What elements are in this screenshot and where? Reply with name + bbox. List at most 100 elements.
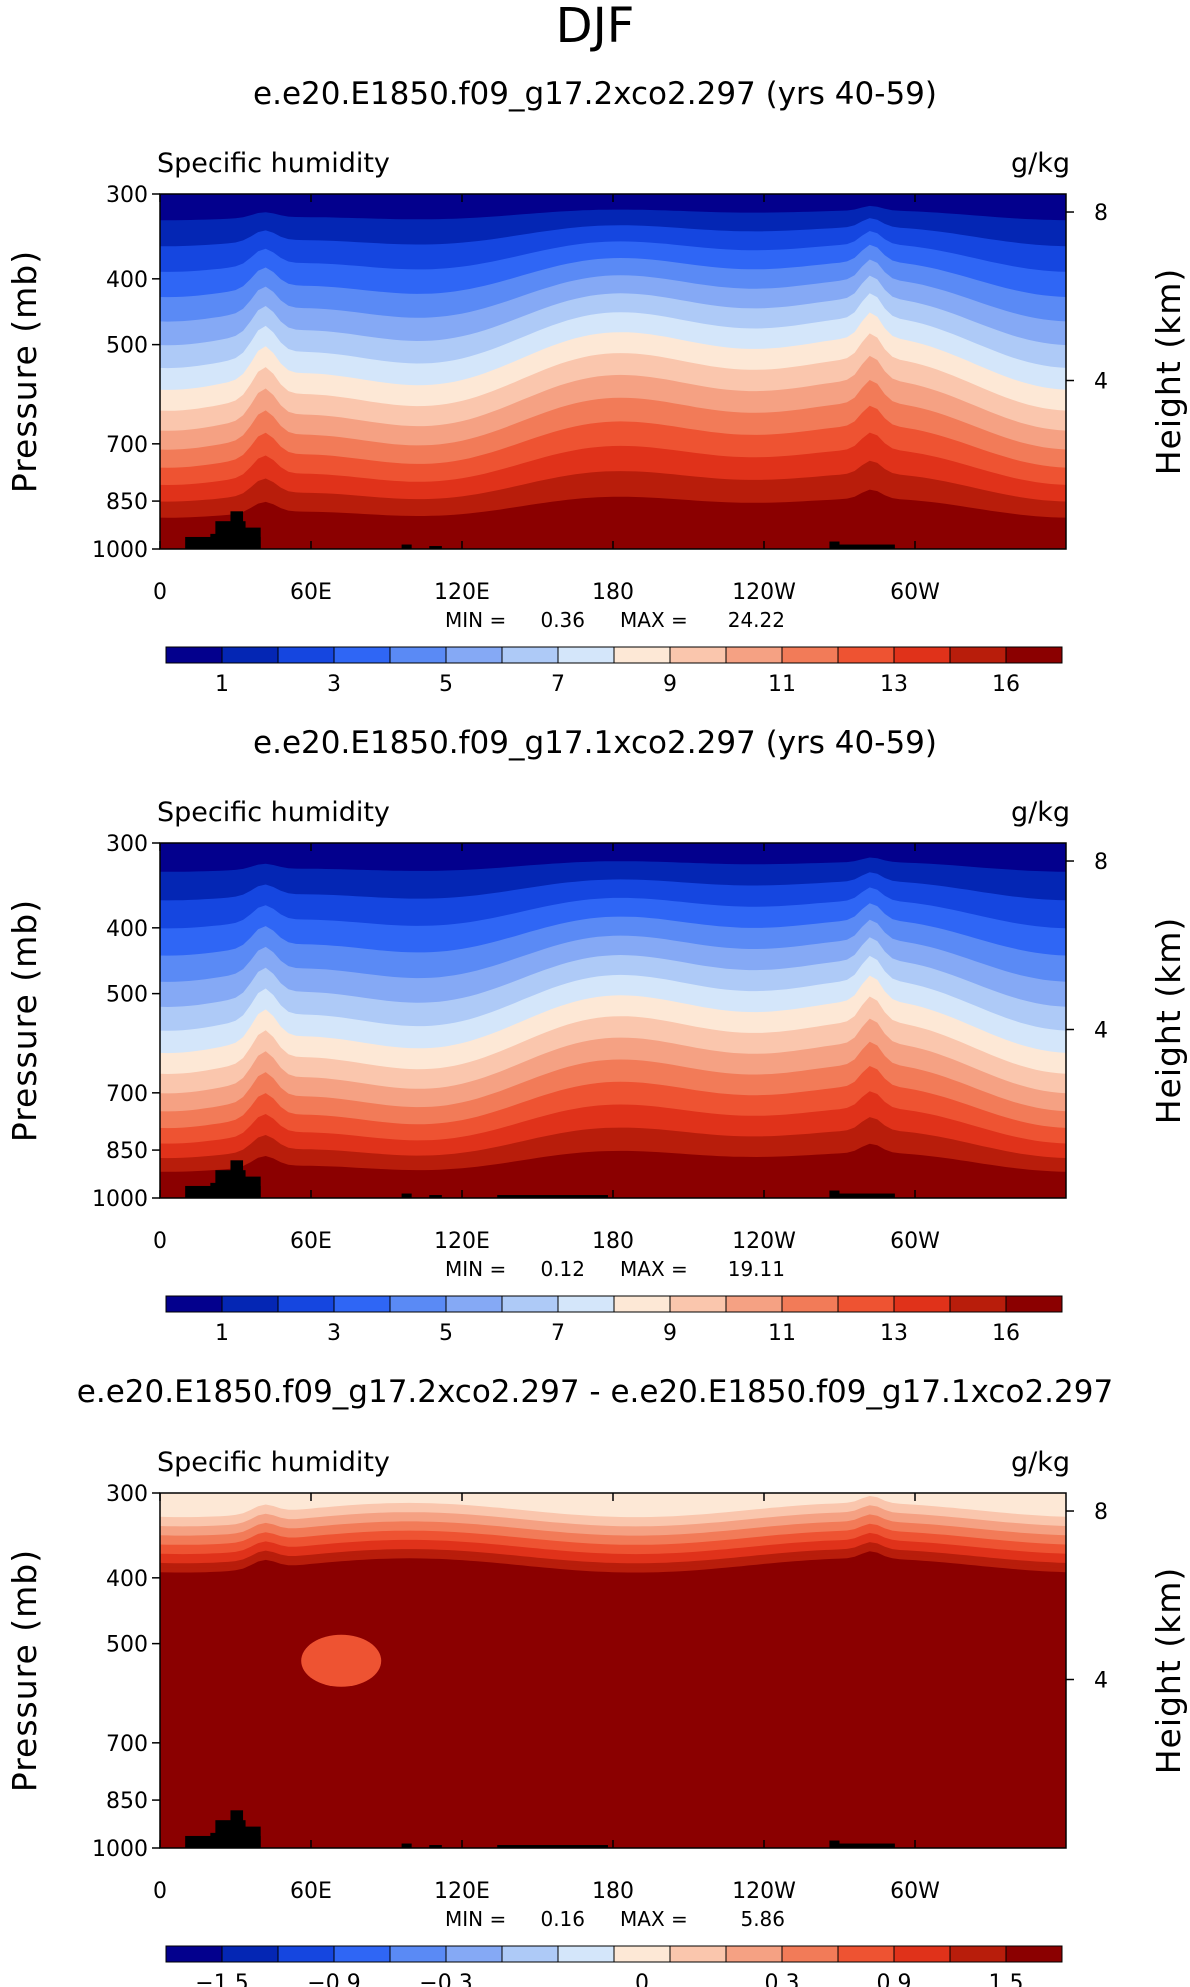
colorbar-swatch xyxy=(557,1295,615,1313)
contour-fill xyxy=(160,843,1066,1198)
topography-block xyxy=(230,1160,244,1198)
colorbar-swatch xyxy=(501,1295,559,1313)
y-tick-label: 500 xyxy=(106,983,148,1008)
colorbar-label: 5 xyxy=(439,1321,453,1346)
colorbar-swatch xyxy=(333,1945,391,1963)
colorbar-swatch xyxy=(221,1945,279,1963)
panel-title: e.e20.E1850.f09_g17.2xco2.297 - e.e20.E1… xyxy=(77,1374,1113,1410)
colorbar-swatch xyxy=(613,1295,671,1313)
x-tick-label: 0 xyxy=(153,1229,167,1254)
colorbar-swatch xyxy=(221,1295,279,1313)
topography-block xyxy=(210,1182,231,1198)
y-tick-label: 300 xyxy=(106,832,148,857)
topography-block xyxy=(243,527,261,549)
max-value: 19.11 xyxy=(728,1257,785,1281)
contour-fill xyxy=(160,194,1066,549)
colorbar-swatch xyxy=(669,1945,727,1963)
colorbar-swatch xyxy=(1005,646,1063,664)
x-tick-label: 120W xyxy=(732,1879,796,1904)
y-axis-title: Pressure (mb) xyxy=(5,899,44,1142)
x-tick-label: 60W xyxy=(890,1229,940,1254)
colorbar-label: 11 xyxy=(768,1321,796,1346)
topography-block xyxy=(210,1832,231,1848)
y-tick-label: 1000 xyxy=(92,538,148,563)
colorbar-label: 0.9 xyxy=(877,1971,912,1987)
colorbar-swatch xyxy=(725,646,783,664)
y-tick-label: 400 xyxy=(106,1567,148,1592)
topography-block xyxy=(401,1843,412,1848)
colorbar-label: 11 xyxy=(768,672,796,697)
colorbar-label: 5 xyxy=(439,672,453,697)
colorbar-swatch xyxy=(277,646,335,664)
topography-block xyxy=(839,544,895,549)
topography-block xyxy=(243,1176,261,1198)
colorbar: 1 3 5 7 9 11 13 16 xyxy=(165,1295,1063,1346)
topography-block xyxy=(497,1845,608,1848)
colorbar-swatch xyxy=(837,1945,895,1963)
units-label: g/kg xyxy=(1011,148,1070,179)
chart-panel-3: e.e20.E1850.f09_g17.2xco2.297 - e.e20.E1… xyxy=(5,1374,1188,1987)
colorbar-swatch xyxy=(557,646,615,664)
y2-axis-title: Height (km) xyxy=(1149,1567,1188,1775)
max-label: MAX = xyxy=(620,608,688,632)
panel-title: e.e20.E1850.f09_g17.1xco2.297 (yrs 40-59… xyxy=(253,725,937,761)
y2-tick-label: 8 xyxy=(1094,201,1108,226)
max-label: MAX = xyxy=(620,1907,688,1931)
colorbar-label: 1 xyxy=(215,1321,229,1346)
topography-block xyxy=(243,1826,261,1848)
colorbar: −1.5 −0.9 −0.3 0 0.3 0.9 1.5 xyxy=(165,1945,1063,1987)
colorbar-swatch xyxy=(669,646,727,664)
topography xyxy=(185,511,895,549)
min-label: MIN = xyxy=(445,1907,506,1931)
colorbar-label: 0 xyxy=(635,1971,649,1987)
colorbar-swatch xyxy=(445,1945,503,1963)
colorbar-swatch xyxy=(893,646,951,664)
colorbar-swatch xyxy=(1005,1945,1063,1963)
colorbar-swatch xyxy=(893,1945,951,1963)
x-tick-label: 180 xyxy=(592,1229,634,1254)
colorbar-label: 7 xyxy=(551,1321,565,1346)
contour-fill xyxy=(160,1493,1066,1848)
y-tick-label: 850 xyxy=(106,1139,148,1164)
x-tick-label: 120W xyxy=(732,1229,796,1254)
y-tick-label: 850 xyxy=(106,1789,148,1814)
colorbar-swatch xyxy=(837,646,895,664)
topography-block xyxy=(829,1190,840,1198)
colorbar-label: −0.3 xyxy=(419,1971,472,1987)
y-tick-label: 300 xyxy=(106,1482,148,1507)
colorbar-label: 0.3 xyxy=(765,1971,800,1987)
x-tick-label: 120E xyxy=(434,1229,490,1254)
y-tick-label: 500 xyxy=(106,1633,148,1658)
topography-block xyxy=(829,541,840,549)
colorbar-swatch xyxy=(837,1295,895,1313)
colorbar-swatch xyxy=(893,1295,951,1313)
colorbar-swatch xyxy=(445,1295,503,1313)
colorbar-swatch xyxy=(389,1945,447,1963)
colorbar-label: 9 xyxy=(663,1321,677,1346)
colorbar-label: 13 xyxy=(880,1321,908,1346)
x-tick-label: 0 xyxy=(153,580,167,605)
colorbar-swatch xyxy=(725,1945,783,1963)
colorbar-swatch xyxy=(781,646,839,664)
y2-axis-title: Height (km) xyxy=(1149,268,1188,476)
y-tick-label: 700 xyxy=(106,1082,148,1107)
topography-block xyxy=(401,1193,412,1198)
x-tick-label: 60E xyxy=(290,1879,332,1904)
colorbar-swatch xyxy=(781,1295,839,1313)
colorbar-label: 7 xyxy=(551,672,565,697)
y2-tick-label: 4 xyxy=(1094,370,1108,395)
colorbar-swatch xyxy=(557,1945,615,1963)
colorbar-swatch xyxy=(333,646,391,664)
topography-block xyxy=(429,1195,442,1198)
topography-block xyxy=(839,1843,895,1848)
colorbar-label: −0.9 xyxy=(307,1971,360,1987)
topography-block xyxy=(829,1840,840,1848)
max-label: MAX = xyxy=(620,1257,688,1281)
topography xyxy=(185,1160,895,1198)
y-axis-title: Pressure (mb) xyxy=(5,1549,44,1792)
colorbar-swatch xyxy=(949,646,1007,664)
field-name-label: Specific humidity xyxy=(157,1447,390,1478)
chart-panel-2: e.e20.E1850.f09_g17.1xco2.297 (yrs 40-59… xyxy=(5,725,1188,1346)
colorbar-swatch xyxy=(277,1945,335,1963)
